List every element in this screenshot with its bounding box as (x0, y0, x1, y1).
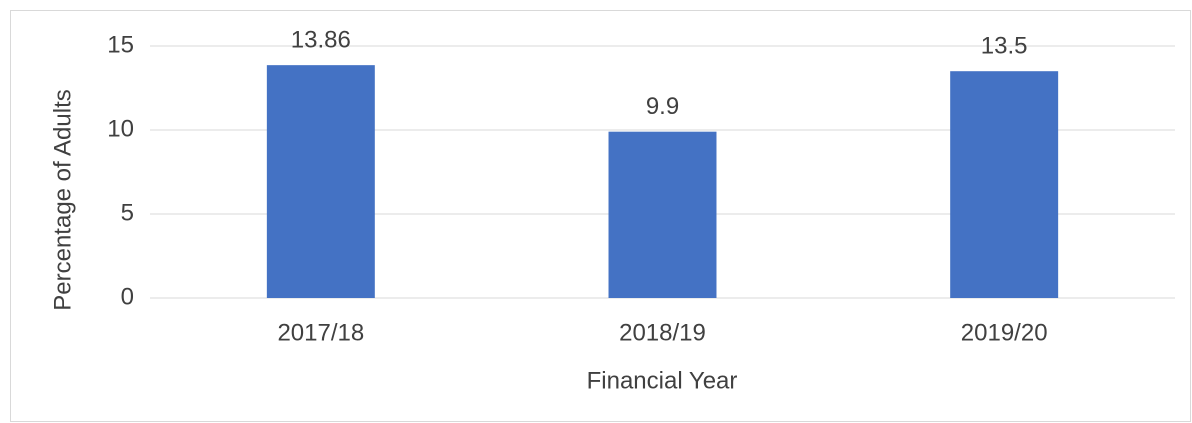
bar (950, 71, 1059, 298)
y-tick-label: 10 (107, 115, 134, 142)
x-axis-label: Financial Year (587, 367, 738, 394)
y-tick-label: 0 (121, 283, 134, 310)
y-axis-label: Percentage of Adults (49, 89, 76, 310)
chart-frame (10, 10, 1191, 422)
y-tick-label: 15 (107, 31, 134, 58)
x-tick-label: 2018/19 (619, 319, 706, 346)
y-tick-label: 5 (121, 199, 134, 226)
bar (608, 131, 717, 298)
data-label: 9.9 (646, 93, 679, 120)
data-label: 13.86 (291, 26, 351, 53)
data-label: 13.5 (981, 33, 1028, 60)
x-tick-label: 2019/20 (961, 319, 1048, 346)
x-tick-label: 2017/18 (277, 319, 364, 346)
bar (266, 65, 375, 298)
